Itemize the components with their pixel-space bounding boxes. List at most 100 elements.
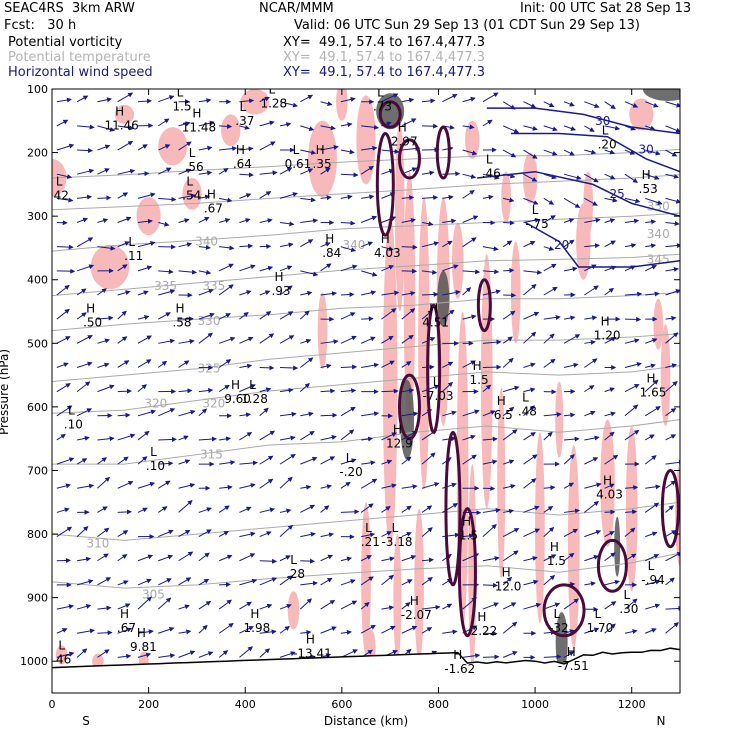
- wind-vector: [56, 526, 73, 538]
- wind-vector: [563, 334, 581, 344]
- field-xy-wind: XY= 49.1, 57.4 to 167.4,477.3: [283, 65, 486, 80]
- wind-vector: [219, 146, 238, 152]
- wind-vector: [563, 362, 579, 368]
- wind-vector: [158, 408, 176, 417]
- wind-vector: [97, 362, 110, 368]
- field-name-wind: Horizontal wind speed: [8, 65, 153, 80]
- wind-vector: [279, 192, 298, 199]
- wind-vector: [401, 555, 417, 562]
- wind-vector: [76, 408, 93, 417]
- pv-extremum-value: .10: [64, 417, 83, 431]
- pv-extremum-value: 1.65: [640, 386, 667, 400]
- wind-vector: [523, 101, 537, 108]
- wind-vector: [158, 626, 175, 634]
- wind-vector: [624, 598, 638, 610]
- wind-vector: [584, 554, 599, 562]
- wind-vector: [665, 173, 680, 179]
- wind-vector: [361, 290, 377, 296]
- theta-contour-label: 340: [647, 227, 670, 241]
- wind-vector: [563, 528, 579, 538]
- pv-extremum-value: .58: [172, 316, 191, 330]
- wind-vector: [117, 627, 132, 634]
- wind-vector: [117, 264, 128, 272]
- wind-vector: [360, 336, 376, 344]
- wind-vector: [563, 239, 575, 248]
- wind-vector: [584, 457, 599, 465]
- wind-vector: [158, 554, 174, 562]
- wind-vector: [482, 459, 498, 465]
- pv-extremum-value: 1.5: [470, 373, 489, 387]
- wind-vector: [340, 122, 353, 128]
- wind-vector: [279, 242, 294, 248]
- wind-vector: [117, 433, 136, 441]
- wind-vector: [665, 530, 677, 538]
- wind-vector: [543, 358, 556, 368]
- wind-vector: [279, 221, 295, 227]
- wind-vector: [56, 197, 74, 203]
- wind-vector: [137, 290, 149, 296]
- pv-extremum-value: .28: [286, 567, 305, 581]
- wind-vector: [77, 148, 94, 154]
- wind-vector: [340, 246, 357, 253]
- x-tick-label: 600: [331, 698, 352, 711]
- wind-vector: [56, 97, 72, 103]
- wind-vector: [178, 388, 193, 394]
- wind-vector: [279, 101, 299, 108]
- wind-vector: [665, 505, 674, 513]
- wind-vector: [624, 218, 640, 224]
- theta-contour-label: 315: [200, 448, 223, 462]
- wind-vector: [239, 146, 254, 152]
- wind-vector: [543, 526, 555, 537]
- wind-vector: [645, 603, 661, 610]
- wind-vector: [76, 648, 88, 658]
- wind-vector: [645, 101, 659, 108]
- wind-vector: [239, 290, 252, 296]
- wind-vector: [320, 167, 331, 175]
- wind-vector: [320, 456, 336, 465]
- wind-vector: [117, 509, 132, 515]
- wind-vector: [259, 558, 278, 564]
- wind-vector: [381, 506, 391, 513]
- wind-vector: [56, 405, 73, 417]
- wind-vector: [361, 124, 380, 130]
- wind-vector: [279, 575, 294, 586]
- pv-extremum-kind: H: [250, 607, 259, 621]
- pv-contour: [397, 373, 421, 441]
- pv-extremum-kind: H: [207, 187, 216, 201]
- wind-vector: [300, 456, 318, 465]
- wind-vector: [665, 101, 680, 108]
- wind-vector: [401, 195, 415, 201]
- pv-extremum-kind: L: [56, 175, 63, 189]
- wind-vector: [239, 412, 252, 418]
- pv-fill-patch: [240, 89, 270, 115]
- pv-extremum-value: .50: [83, 316, 102, 330]
- wind-vector: [178, 629, 192, 635]
- wind-vector: [442, 629, 458, 635]
- pv-extremum-value: -1.62: [444, 662, 475, 676]
- wind-vector: [462, 653, 481, 659]
- pv-fill-patch: [451, 222, 464, 299]
- wind-vector: [543, 431, 553, 441]
- wind-vector: [158, 578, 172, 586]
- wind-vector: [442, 290, 461, 296]
- wind-vector: [198, 436, 217, 442]
- wind-vector: [401, 411, 419, 417]
- wind-vector: [543, 149, 558, 156]
- wind-vector: [381, 290, 400, 296]
- pv-extremum-kind: H: [502, 566, 511, 580]
- wind-vector: [320, 125, 336, 131]
- pv-extremum-value: 1.28: [260, 96, 287, 110]
- wind-vector: [381, 459, 393, 465]
- wind-vector: [462, 237, 477, 248]
- wind-vector: [97, 457, 107, 465]
- wind-vector: [401, 531, 412, 538]
- pv-contour-layer: [375, 100, 680, 638]
- wind-vector: [462, 190, 475, 199]
- wind-vector: [158, 338, 176, 344]
- wind-vector: [77, 194, 93, 200]
- pv-extremum-kind: H: [325, 232, 334, 246]
- wind-vector: [178, 482, 196, 489]
- wind-vector: [76, 264, 95, 272]
- wind-vector: [239, 553, 256, 562]
- pv-extremum-kind: H: [137, 626, 146, 640]
